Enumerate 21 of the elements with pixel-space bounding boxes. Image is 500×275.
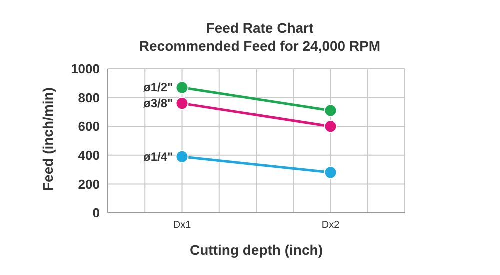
x-axis-title: Cutting depth (inch) — [190, 242, 323, 258]
y-tick-label: 1000 — [71, 62, 100, 77]
point — [176, 81, 189, 94]
point — [176, 97, 189, 110]
series-label: ø3/8" — [144, 96, 174, 111]
point — [324, 104, 338, 118]
y-tick-label: 600 — [78, 119, 100, 134]
chart-title: Feed Rate Chart — [205, 20, 315, 36]
x-tick-label: Dx1 — [173, 220, 192, 232]
series-label: ø1/4" — [144, 150, 174, 164]
point — [324, 166, 338, 180]
point — [176, 150, 189, 164]
y-tick-label: 800 — [78, 90, 100, 106]
chart-subtitle: Recommended Feed for 24,000 RPM — [138, 38, 382, 54]
y-axis-title: Feed (inch/min) — [40, 88, 56, 191]
y-tick-label: 200 — [78, 176, 100, 192]
y-tick-label: 400 — [78, 148, 100, 164]
y-tick-label: 0 — [92, 206, 100, 221]
point — [324, 120, 338, 134]
x-tick-label: Dx2 — [322, 220, 340, 232]
series-label: ø1/2" — [144, 80, 174, 95]
